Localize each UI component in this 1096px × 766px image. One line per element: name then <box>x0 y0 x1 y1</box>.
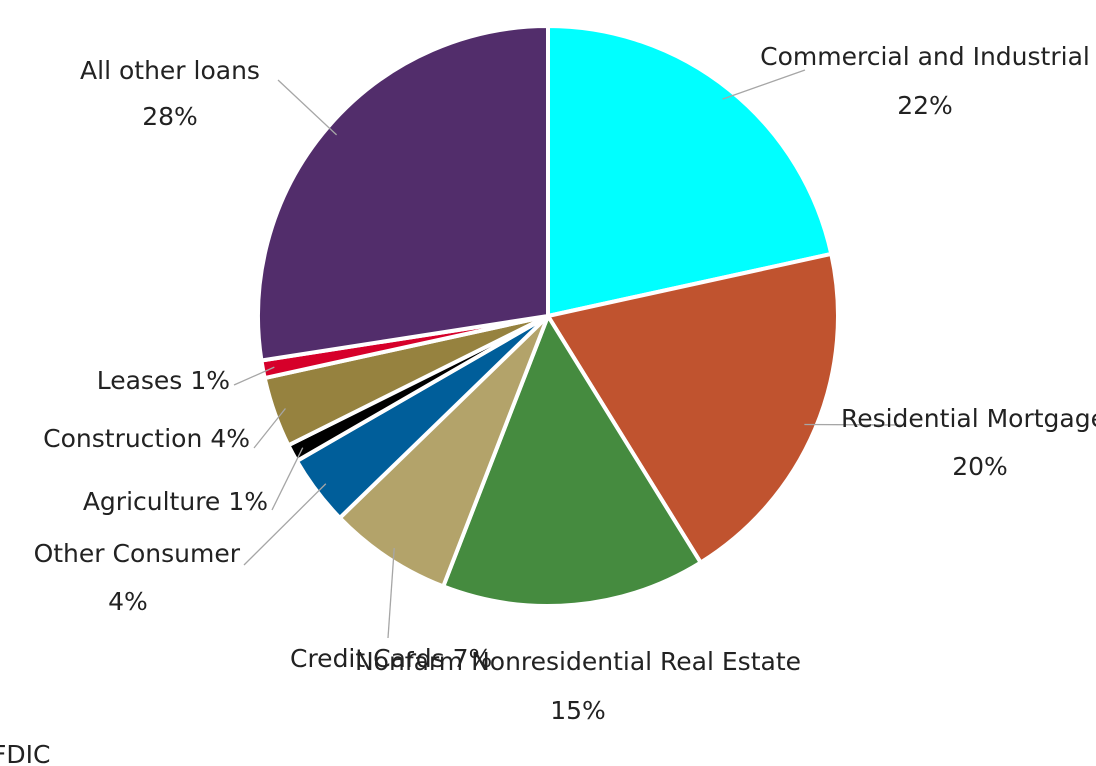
slice-label: Construction 4% <box>43 424 250 453</box>
value-label: 15% <box>550 696 606 725</box>
pie-slice <box>546 251 840 565</box>
slice-label: Leases 1% <box>97 366 230 395</box>
leader-line <box>722 69 806 100</box>
slice-label: All other loans <box>80 56 260 85</box>
category-label: Construction <box>43 424 202 453</box>
pie-slice <box>256 24 550 363</box>
slice-label: Residential Mortgages <box>841 404 1096 433</box>
pie-slice <box>441 314 703 608</box>
value-label: 20% <box>952 452 1008 481</box>
value-label: 1% <box>190 366 230 395</box>
category-label: Agriculture <box>83 487 221 516</box>
value-label: 22% <box>897 91 953 120</box>
value-label: 4% <box>210 424 250 453</box>
value-label: 7% <box>453 644 493 673</box>
slice-label: Nonfarm Nonresidential Real Estate <box>355 647 801 676</box>
category-label: Residential Mortgages <box>841 404 1096 433</box>
value-label: 4% <box>108 587 148 616</box>
category-label: All other loans <box>80 56 260 85</box>
category-label: Commercial and Industrial <box>760 42 1090 71</box>
slice-label: Agriculture 1% <box>83 487 268 516</box>
category-label: Credit Cards <box>290 644 445 673</box>
leader-line <box>277 79 338 136</box>
slice-label: Other Consumer <box>34 539 241 568</box>
leader-line <box>233 366 275 386</box>
slice-label: Commercial and Industrial <box>760 42 1090 71</box>
pie-slice <box>337 314 550 589</box>
category-label: Other Consumer <box>34 539 241 568</box>
source: FDIC <box>0 740 50 766</box>
slice-label: Credit Cards 7% <box>290 644 492 673</box>
value-label: 1% <box>228 487 268 516</box>
leader-line <box>243 483 327 566</box>
leader-line <box>253 408 286 449</box>
leader-line <box>387 548 395 639</box>
category-label: Nonfarm Nonresidential Real Estate <box>355 647 801 676</box>
leader-line <box>271 447 304 511</box>
category-label: Leases <box>97 366 183 395</box>
pie-slice <box>546 24 834 318</box>
value-label: 28% <box>142 102 198 131</box>
